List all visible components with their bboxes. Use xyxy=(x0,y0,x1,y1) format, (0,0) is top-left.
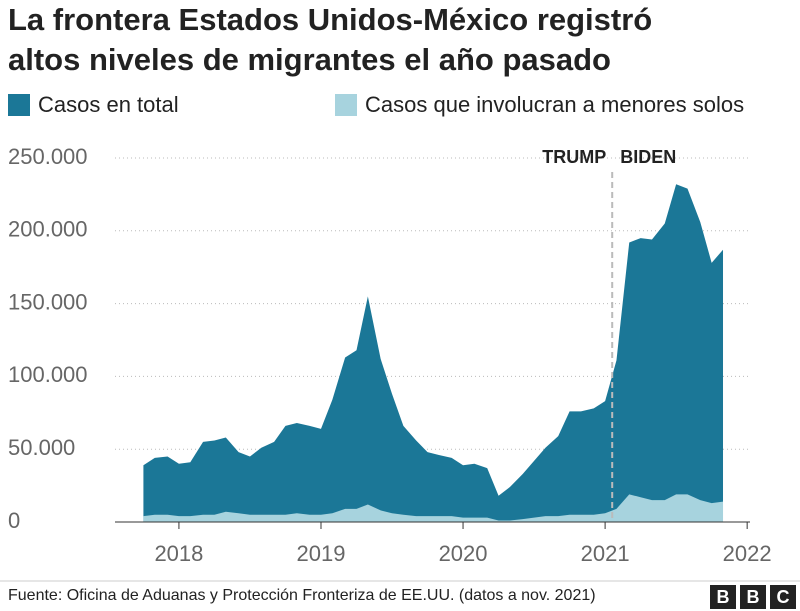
x-tick-label: 2018 xyxy=(154,541,203,566)
annotation: BIDEN xyxy=(620,147,676,167)
legend-swatch xyxy=(335,94,357,116)
y-tick-label: 0 xyxy=(8,508,20,533)
y-tick-label: 100.000 xyxy=(8,362,88,387)
x-tick-label: 2019 xyxy=(297,541,346,566)
logo-letter: C xyxy=(777,587,790,607)
logo-box xyxy=(770,585,796,609)
y-tick-label: 150.000 xyxy=(8,289,88,314)
legend-swatch xyxy=(8,94,30,116)
legend-label: Casos en total xyxy=(38,92,179,117)
x-tick-label: 2022 xyxy=(723,541,772,566)
legend-label: Casos que involucran a menores solos xyxy=(365,92,744,117)
source: Fuente: Oficina de Aduanas y Protección … xyxy=(8,587,596,604)
y-tick-label: 250.000 xyxy=(8,144,88,169)
x-tick-label: 2021 xyxy=(581,541,630,566)
chart-title: La frontera Estados Unidos-México regist… xyxy=(8,2,652,37)
logo-letter: B xyxy=(747,587,760,607)
area xyxy=(143,494,724,522)
y-tick-label: 200.000 xyxy=(8,217,88,242)
x-tick-label: 2020 xyxy=(439,541,488,566)
logo-box xyxy=(740,585,766,609)
y-tick-label: 50.000 xyxy=(8,435,75,460)
chart-title: altos niveles de migrantes el año pasado xyxy=(8,42,611,77)
annotation: TRUMP xyxy=(542,147,606,167)
logo-box xyxy=(710,585,736,609)
logo-letter: B xyxy=(717,587,730,607)
area xyxy=(143,184,724,522)
